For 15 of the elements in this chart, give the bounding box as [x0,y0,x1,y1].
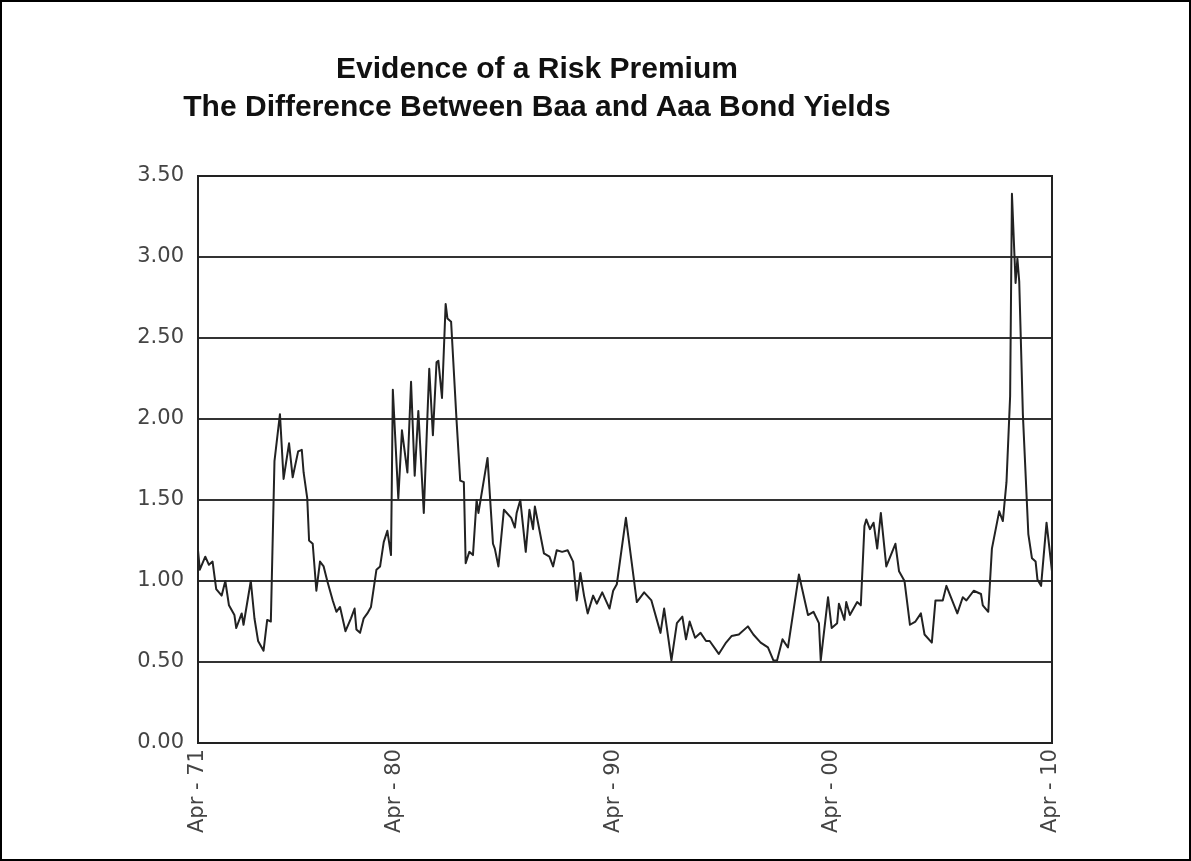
y-tick-label: 0.00 [137,729,184,754]
y-tick-label: 3.50 [137,162,184,187]
x-tick-label: Apr - 90 [599,749,624,833]
chart-title: Evidence of a Risk Premium [336,51,738,85]
y-tick-label: 3.00 [137,243,184,268]
x-tick-label: Apr - 00 [818,749,843,833]
y-tick-label: 2.00 [137,405,184,430]
y-tick-label: 1.00 [137,567,184,592]
chart-subtitle: The Difference Between Baa and Aaa Bond Yields [183,89,891,123]
x-tick-label: Apr - 71 [184,749,209,833]
y-tick-label: 0.50 [137,648,184,673]
x-tick-label: Apr - 80 [381,749,406,833]
x-tick-label: Apr - 10 [1036,749,1061,833]
y-tick-label: 2.50 [137,324,184,349]
y-tick-label: 1.50 [137,486,184,511]
